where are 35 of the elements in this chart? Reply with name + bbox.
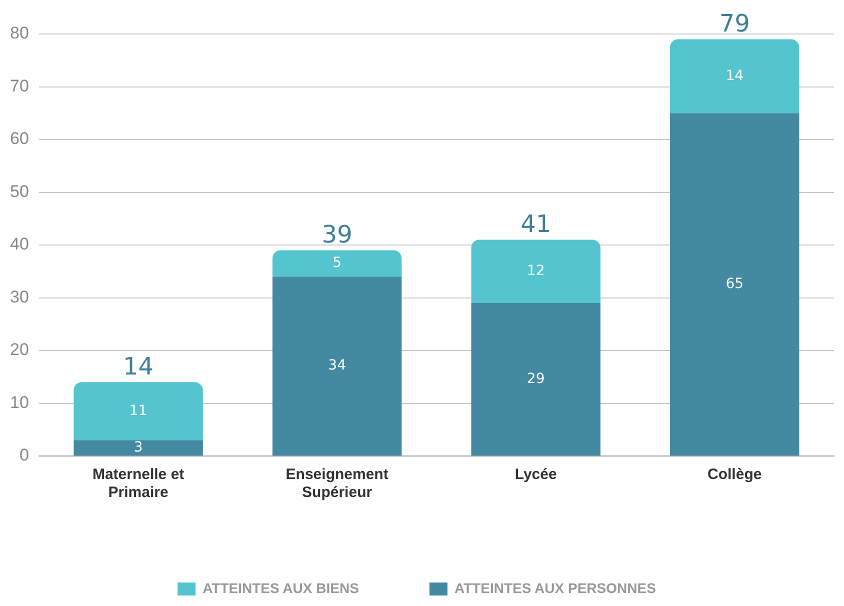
bar <box>74 440 203 456</box>
total-label: 14 <box>123 352 154 380</box>
total-label: 79 <box>719 10 750 38</box>
data-label: 65 <box>726 276 744 292</box>
bar <box>471 240 600 304</box>
total-label: 41 <box>520 210 552 238</box>
data-label: 11 <box>129 402 148 419</box>
x-tick-label: Collège <box>708 466 762 484</box>
data-label: 34 <box>328 358 346 374</box>
bar <box>670 39 800 114</box>
legend-label: ATTEINTES AUX PERSONNES <box>454 580 656 596</box>
y-tick-label: 60 <box>10 129 29 148</box>
y-tick-label: 50 <box>10 182 29 201</box>
y-tick-label: 30 <box>10 287 29 306</box>
y-tick-label: 0 <box>19 446 29 465</box>
data-label: 14 <box>726 68 744 84</box>
bar <box>272 250 402 277</box>
x-tick-label: Maternelle et Primaire <box>92 466 184 502</box>
bar <box>272 276 402 456</box>
data-label: 5 <box>332 255 342 272</box>
total-label: 39 <box>322 220 352 249</box>
bar <box>471 303 600 456</box>
y-tick-label: 80 <box>10 24 29 43</box>
y-tick-label: 10 <box>10 392 29 412</box>
data-label: 29 <box>526 370 545 387</box>
data-label: 12 <box>526 263 545 280</box>
x-tick-label: Enseignement Supérieur <box>286 466 388 502</box>
x-tick-label: Lycée <box>514 466 557 484</box>
y-tick-label: 20 <box>10 340 29 360</box>
data-label: 3 <box>134 439 143 456</box>
bar <box>670 113 800 456</box>
y-tick-label: 70 <box>10 76 29 96</box>
bar <box>74 382 203 440</box>
legend-label: ATTEINTES AUX BIENS <box>202 580 359 596</box>
y-tick-label: 40 <box>10 234 29 254</box>
